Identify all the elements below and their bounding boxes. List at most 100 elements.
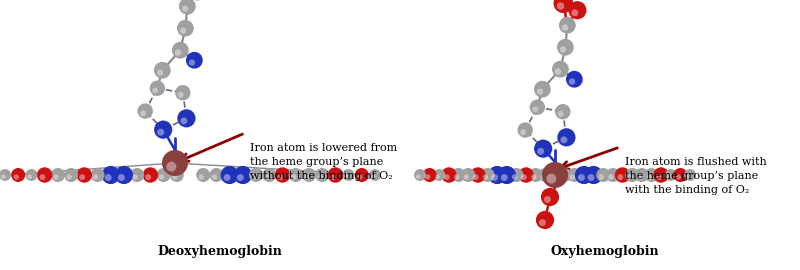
Circle shape xyxy=(27,174,32,179)
Circle shape xyxy=(684,169,696,181)
Circle shape xyxy=(1,174,6,179)
Circle shape xyxy=(587,174,594,181)
Circle shape xyxy=(614,167,630,183)
Circle shape xyxy=(539,219,546,226)
Circle shape xyxy=(618,174,623,180)
Circle shape xyxy=(198,174,204,180)
Circle shape xyxy=(536,211,554,229)
Circle shape xyxy=(14,174,19,180)
Circle shape xyxy=(162,150,188,176)
Circle shape xyxy=(416,174,421,179)
Circle shape xyxy=(26,169,38,181)
Circle shape xyxy=(234,166,252,184)
Circle shape xyxy=(473,174,478,180)
Circle shape xyxy=(568,1,586,19)
Circle shape xyxy=(196,168,210,182)
Circle shape xyxy=(172,174,178,180)
Circle shape xyxy=(146,174,151,180)
Circle shape xyxy=(596,168,610,182)
Circle shape xyxy=(138,103,153,119)
Text: Iron atom is flushed with
the heme group’s plane
with the binding of O₂: Iron atom is flushed with the heme group… xyxy=(625,157,766,195)
Circle shape xyxy=(554,0,573,13)
Circle shape xyxy=(558,111,563,117)
Circle shape xyxy=(537,148,544,155)
Circle shape xyxy=(318,174,323,180)
Circle shape xyxy=(170,168,184,182)
Circle shape xyxy=(221,166,238,184)
Circle shape xyxy=(585,166,602,184)
Circle shape xyxy=(105,174,112,181)
Circle shape xyxy=(262,168,276,182)
Circle shape xyxy=(369,169,381,181)
Circle shape xyxy=(90,168,105,182)
Circle shape xyxy=(666,174,671,179)
Circle shape xyxy=(159,174,164,180)
Circle shape xyxy=(541,174,546,180)
Circle shape xyxy=(342,169,354,181)
Circle shape xyxy=(552,61,569,78)
Circle shape xyxy=(627,174,633,180)
Circle shape xyxy=(328,167,343,183)
Circle shape xyxy=(625,168,639,182)
Text: Deoxyhemoglobin: Deoxyhemoglobin xyxy=(158,245,282,258)
Circle shape xyxy=(598,174,604,180)
Circle shape xyxy=(249,168,263,182)
Circle shape xyxy=(560,46,566,53)
Circle shape xyxy=(560,174,566,180)
Circle shape xyxy=(501,174,508,181)
Circle shape xyxy=(555,68,561,75)
Circle shape xyxy=(529,168,542,182)
Circle shape xyxy=(434,169,446,181)
Text: Oxyhemoglobin: Oxyhemoglobin xyxy=(550,245,659,258)
Circle shape xyxy=(442,167,457,183)
Circle shape xyxy=(463,174,469,180)
Circle shape xyxy=(142,167,158,183)
Circle shape xyxy=(674,168,687,182)
Text: Iron atom is lowered from
the heme group’s plane
without the binding of O₂: Iron atom is lowered from the heme group… xyxy=(250,143,398,181)
Circle shape xyxy=(555,104,570,119)
Circle shape xyxy=(118,174,125,181)
Circle shape xyxy=(102,166,120,184)
Circle shape xyxy=(357,174,362,180)
Circle shape xyxy=(265,174,270,180)
Circle shape xyxy=(291,174,297,180)
Circle shape xyxy=(435,174,440,179)
Circle shape xyxy=(345,174,349,179)
Circle shape xyxy=(562,24,568,31)
Circle shape xyxy=(237,174,244,181)
Circle shape xyxy=(454,174,459,180)
Circle shape xyxy=(154,62,170,79)
Circle shape xyxy=(154,121,172,139)
Circle shape xyxy=(302,168,316,182)
Circle shape xyxy=(157,129,164,136)
Circle shape xyxy=(54,174,58,180)
Circle shape xyxy=(647,174,652,180)
Circle shape xyxy=(115,166,133,184)
Circle shape xyxy=(558,168,572,182)
Circle shape xyxy=(637,174,642,180)
Circle shape xyxy=(178,109,195,127)
Circle shape xyxy=(304,174,310,180)
Circle shape xyxy=(451,168,466,182)
Circle shape xyxy=(175,49,181,56)
Circle shape xyxy=(578,174,585,181)
Circle shape xyxy=(180,27,186,34)
Circle shape xyxy=(224,174,230,181)
Circle shape xyxy=(289,168,302,182)
Circle shape xyxy=(654,167,669,183)
Circle shape xyxy=(182,5,188,12)
Circle shape xyxy=(133,174,138,180)
Circle shape xyxy=(518,122,533,138)
Circle shape xyxy=(64,168,78,182)
Circle shape xyxy=(157,168,170,182)
Circle shape xyxy=(488,166,506,184)
Circle shape xyxy=(569,78,575,85)
Circle shape xyxy=(521,174,527,180)
Circle shape xyxy=(483,174,488,180)
Circle shape xyxy=(575,166,593,184)
Circle shape xyxy=(544,196,551,203)
Circle shape xyxy=(178,92,183,98)
Circle shape xyxy=(645,168,658,182)
Circle shape xyxy=(498,166,516,184)
Circle shape xyxy=(177,20,194,37)
